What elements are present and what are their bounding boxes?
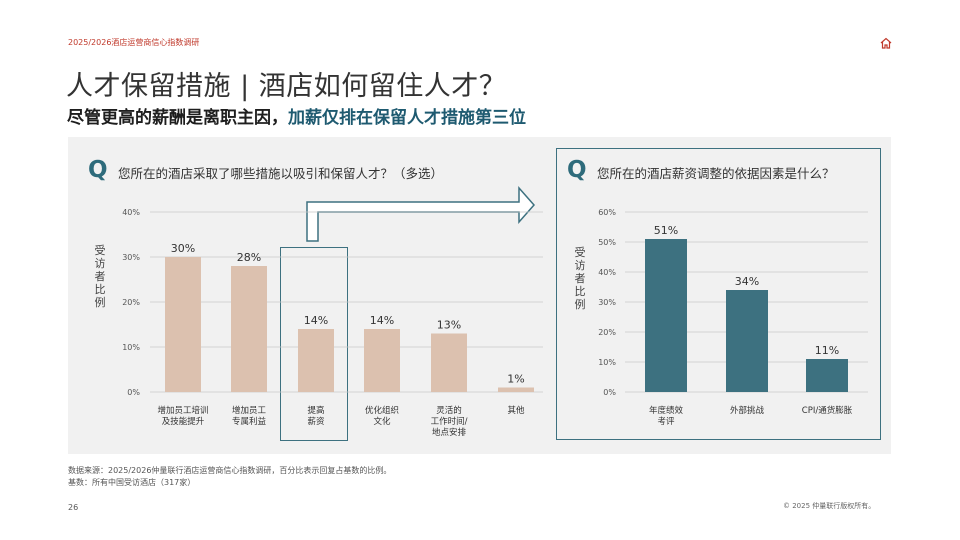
page-subtitle: 尽管更高的薪酬是离职主因，加薪仅排在保留人才措施第三位 (67, 103, 526, 128)
left-chart-value-label: 14% (304, 314, 328, 327)
right-chart-value-label: 34% (735, 275, 759, 288)
base-footnote: 基数：所有中国受访酒店（317家） (68, 478, 196, 487)
left-chart-value-label: 30% (171, 242, 195, 255)
left-chart-y-tick-label: 20% (122, 298, 140, 307)
source-footnote: 数据来源：2025/2026仲量联行酒店运营商信心指数调研，百分比表示回复占基数… (68, 466, 392, 475)
left-chart-category-label: 增加员工培训 (157, 405, 208, 416)
right-question-text: 您所在的酒店薪资调整的依据因素是什么？ (597, 166, 835, 181)
left-chart-bar (431, 333, 467, 392)
left-question-icon: Q (88, 157, 108, 183)
left-chart-category-label: 其他 (507, 405, 525, 416)
right-chart-y-tick-label: 0% (603, 388, 616, 397)
right-chart-y-tick-label: 60% (598, 208, 616, 217)
left-y-axis-label: 受访者比例 (94, 244, 106, 309)
salary-highlight-box (280, 247, 348, 441)
right-chart-value-label: 11% (815, 344, 839, 357)
home-icon[interactable] (879, 36, 893, 50)
right-chart-y-tick-label: 20% (598, 328, 616, 337)
page-number: 26 (68, 503, 79, 512)
right-chart-value-label: 51% (654, 224, 678, 237)
right-chart-category-label: 考评 (657, 417, 675, 427)
left-chart-value-label: 14% (370, 314, 394, 327)
copyright-notice: © 2025 仲量联行版权所有。 (783, 502, 876, 510)
left-chart-bar (231, 266, 267, 392)
left-chart-category-label: 增加员工 (232, 405, 267, 416)
left-chart-bar (298, 329, 334, 392)
report-name-label: 2025/2026酒店运营商信心指数调研 (68, 38, 200, 47)
right-chart-y-tick-label: 40% (598, 268, 616, 277)
right-chart-bar (645, 239, 687, 392)
right-chart-category-label: 年度绩效 (649, 405, 684, 416)
left-chart-category-label: 提高 (307, 405, 324, 416)
left-chart-bar (498, 387, 534, 392)
right-y-axis-label: 受访者比例 (574, 246, 586, 311)
right-chart-y-tick-label: 30% (598, 298, 616, 307)
left-chart-bar (165, 257, 201, 392)
left-chart-category-label: 工作时间/ (431, 416, 468, 427)
right-chart-bar (806, 359, 848, 392)
subtitle-part-1: 尽管更高的薪酬是离职主因， (67, 108, 288, 128)
left-chart-bar (364, 329, 400, 392)
right-chart-y-tick-label: 10% (598, 358, 616, 367)
subtitle-part-2: 加薪仅排在保留人才措施第三位 (288, 108, 526, 128)
page-title: 人才保留措施 | 酒店如何留住人才？ (66, 71, 507, 102)
left-chart-category-label: 地点安排 (432, 427, 467, 438)
right-chart-y-tick-label: 50% (598, 238, 616, 247)
left-chart-y-tick-label: 10% (122, 343, 140, 352)
left-chart-y-tick-label: 0% (127, 388, 140, 397)
right-chart-category-label: 外部挑战 (730, 405, 765, 416)
left-chart-category-label: 优化组织 (365, 405, 399, 416)
left-chart-y-tick-label: 40% (122, 208, 140, 217)
right-chart-frame (556, 148, 881, 440)
left-chart-category-label: 薪资 (307, 416, 325, 427)
left-chart-category-label: 文化 (373, 416, 391, 427)
right-chart-category-label: CPI/通货膨胀 (802, 405, 853, 416)
left-question-text: 您所在的酒店采取了哪些措施以吸引和保留人才？（多选） (118, 166, 444, 181)
left-chart-value-label: 1% (507, 373, 524, 386)
left-chart-category-label: 灵活的 (436, 405, 462, 416)
left-chart-y-tick-label: 30% (122, 253, 140, 262)
right-chart-bar (726, 290, 768, 392)
left-chart-category-label: 专属利益 (232, 416, 267, 427)
left-chart-category-label: 及技能提升 (162, 416, 205, 427)
left-chart-value-label: 13% (437, 319, 461, 332)
left-chart-value-label: 28% (237, 251, 261, 264)
right-question-icon: Q (567, 157, 587, 183)
